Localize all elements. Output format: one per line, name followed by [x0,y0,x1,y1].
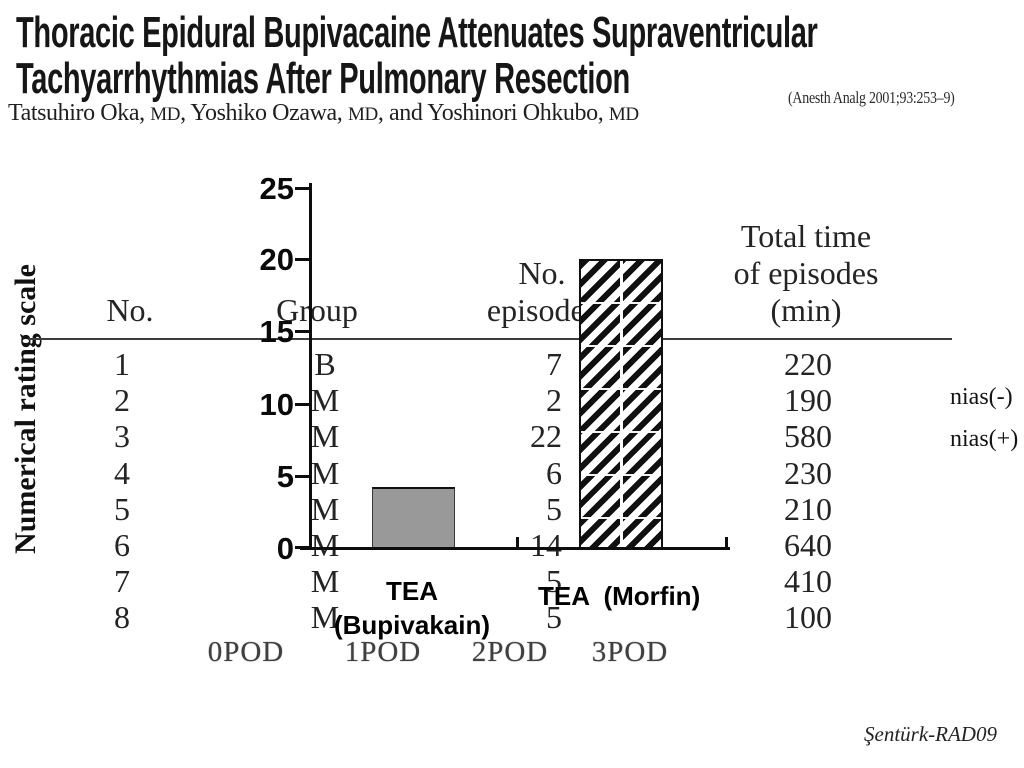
author-degree: MD [348,104,378,125]
chart-x-axis [300,547,730,550]
bar-label-line2: (Bupivakain) [333,610,491,640]
table-cell: 5 [546,563,562,600]
table-cell: B [314,346,336,382]
author-name: , and Yoshinori Ohkubo, [377,100,609,126]
table-cell: 190 [784,382,832,419]
y-axis-tick [295,330,309,333]
author-name: , Yoshiko Ozawa, [180,100,348,126]
x-axis-tick [516,537,519,549]
table-cell: 5 [114,490,130,527]
right-edge-partial-text-1: nias(-) [950,384,1013,410]
table-column-total-time: 220 190 580 230 210 640 410 100 [748,346,868,636]
table-column-episodes: 7 2 22 6 5 14 5 5 [462,346,562,636]
table-cell: 6 [546,454,562,491]
chart-y-axis [309,183,312,549]
y-axis-tick [295,475,309,478]
watermark: Şentürk-RAD09 [864,722,997,746]
table-header-group: Group [276,292,358,328]
table-cell: M [310,454,340,491]
y-tick-label: 10 [259,387,294,422]
table-header-total-line1: Total time [740,218,872,254]
y-tick-label: 0 [276,531,294,566]
author-degree: MD [608,104,639,125]
table-cell: 22 [530,418,562,455]
pod-label-1: 1POD [344,636,422,668]
journal-citation: (Anesth Analg 2001;93:253–9) [788,88,955,107]
table-cell: 1 [114,346,130,382]
table-cell: 100 [784,599,832,636]
table-cell: 8 [114,599,130,636]
table-cell: 7 [546,346,562,382]
table-cell: 5 [546,490,562,527]
table-cell: 6 [114,527,130,564]
y-tick-label: 25 [259,171,294,206]
pod-label-0: 0POD [207,636,285,668]
y-tick-label: 5 [276,459,294,494]
table-cell: 2 [114,382,130,419]
table-cell: M [310,563,340,600]
table-cell: M [310,418,340,455]
table-cell: 5 [546,599,562,636]
bar-label-tea-bupivakain: TEA (Bupivakain) [300,574,524,642]
author-degree: MD [150,104,181,125]
table-header-episodes-line1: No. [518,255,566,291]
paper-title-line-2: Tachyarrhythmias After Pulmonary Resecti… [16,54,630,103]
table-cell: 4 [114,454,130,491]
table-cell: 14 [530,527,562,564]
y-tick-label: 15 [259,314,294,349]
right-edge-partial-text-2: nias(+) [950,426,1019,452]
table-cell: 2 [546,382,562,419]
y-tick-label: 20 [259,242,294,277]
pod-label-3: 3POD [591,636,669,668]
table-cell: 7 [114,563,130,600]
table-cell: M [310,527,340,564]
table-cell: 230 [784,454,832,491]
table-header-total-line2: of episodes [733,255,879,291]
table-cell: 410 [784,563,832,600]
paper-title-line-1: Thoracic Epidural Bupivacaine Attenuates… [16,8,818,57]
table-cell: 640 [784,527,832,564]
bar-label-tea-morfin: TEA (Morfin) [538,581,701,611]
authors-line: Tatsuhiro Oka, MD, Yoshiko Ozawa, MD, an… [8,100,639,127]
y-axis-tick [295,403,309,406]
table-header-episodes-line2: episodes [486,292,598,328]
bar-tea-bupivakain [372,487,455,549]
pod-label-2: 2POD [471,636,549,668]
table-column-no: 1 2 3 4 5 6 7 8 [67,346,177,636]
bar-label-line1: TEA [386,576,438,606]
table-cell: 210 [784,490,832,527]
y-axis-label-rotated: Numerical rating scale [9,264,42,554]
table-column-group: B M M M M M M M [270,346,380,636]
table-header-no: No. [106,292,154,328]
table-header-total-line3: (min) [770,292,842,328]
y-axis-tick [295,187,309,190]
table-header-episodes: No. episodes [462,255,622,329]
table-cell: 580 [784,418,832,455]
table-header-total-time: Total time of episodes (min) [706,218,906,329]
table-cell: 3 [114,418,130,455]
table-cell: M [310,599,340,636]
table-cell: M [310,382,340,419]
table-header-rule [28,338,952,340]
y-axis-tick [295,258,309,261]
x-axis-tick [725,537,728,549]
table-cell: 220 [784,346,832,382]
y-axis-tick [295,546,309,549]
bar-tea-morfin [579,259,663,549]
table-cell: M [310,490,340,527]
author-name: Tatsuhiro Oka, [8,100,151,126]
